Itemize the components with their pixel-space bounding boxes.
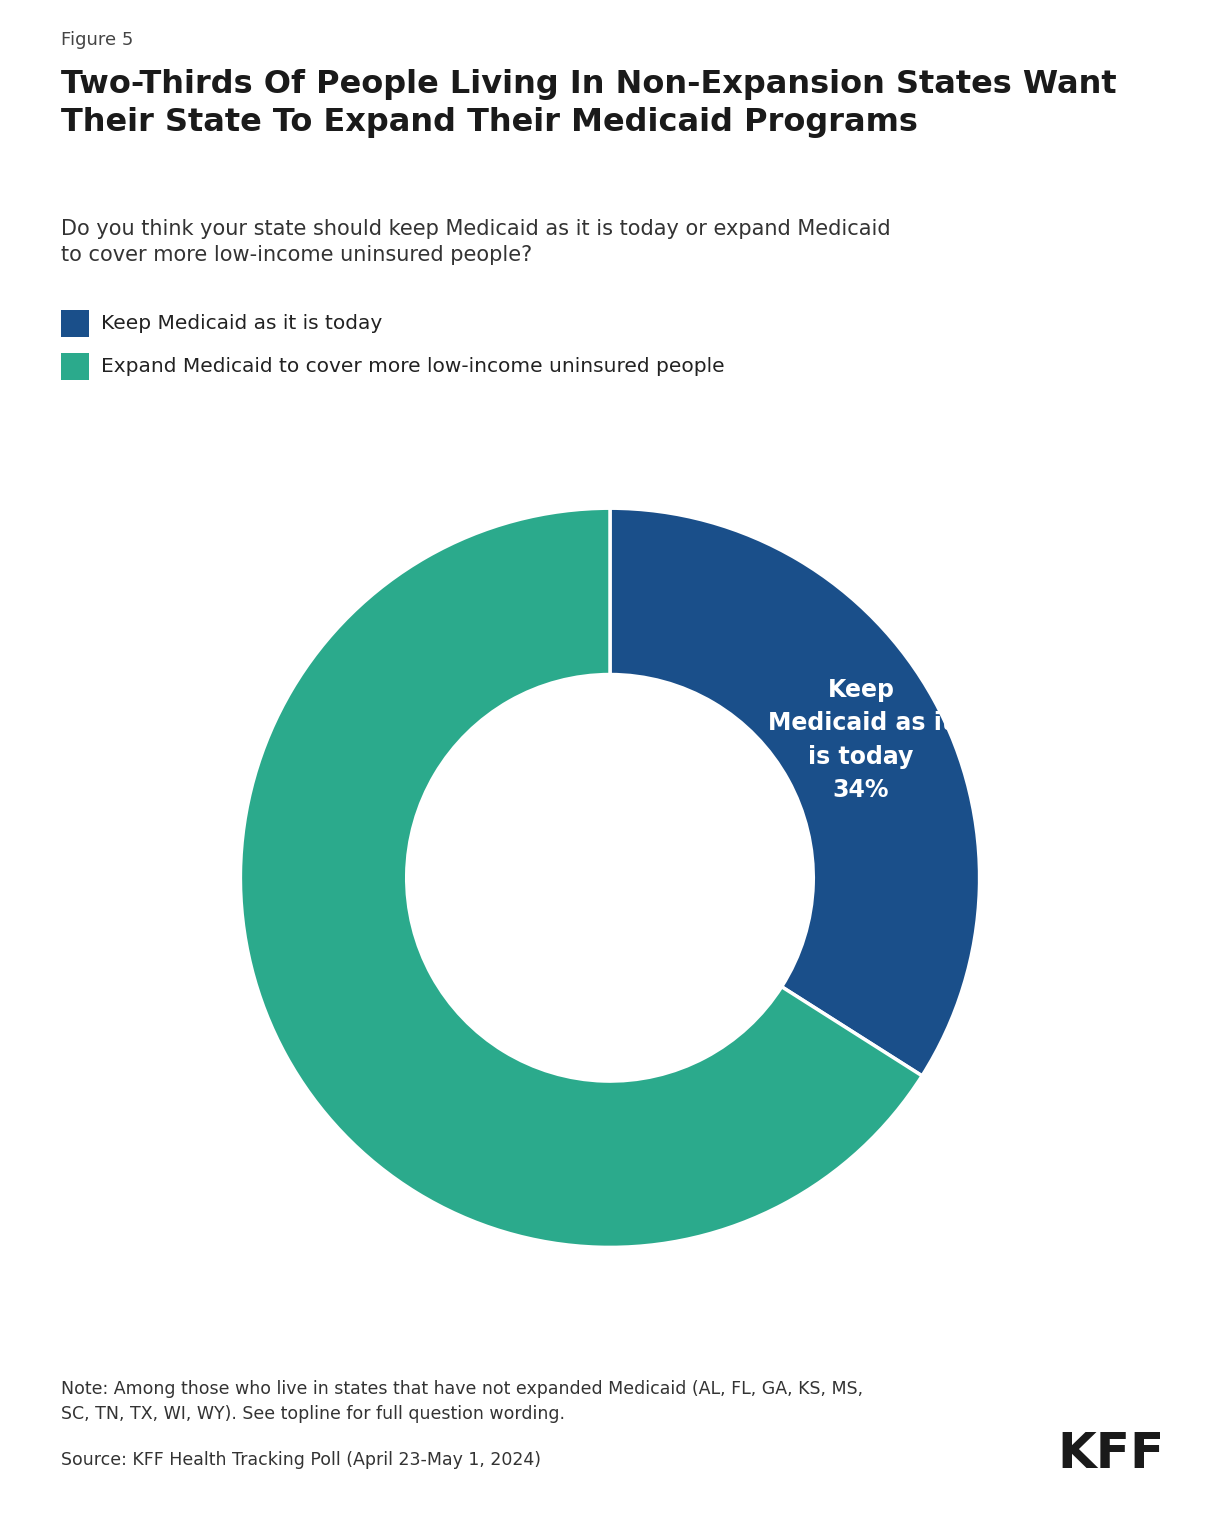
Text: Keep
Medicaid as it
is today
34%: Keep Medicaid as it is today 34% <box>769 678 954 802</box>
Text: KFF: KFF <box>1058 1431 1165 1478</box>
Wedge shape <box>610 508 980 1076</box>
Text: Keep Medicaid as it is today: Keep Medicaid as it is today <box>101 314 382 333</box>
Text: Two-Thirds Of People Living In Non-Expansion States Want
Their State To Expand T: Two-Thirds Of People Living In Non-Expan… <box>61 69 1116 139</box>
Text: Source: KFF Health Tracking Poll (April 23-May 1, 2024): Source: KFF Health Tracking Poll (April … <box>61 1451 540 1469</box>
Text: Do you think your state should keep Medicaid as it is today or expand Medicaid
t: Do you think your state should keep Medi… <box>61 219 891 265</box>
Text: Figure 5: Figure 5 <box>61 31 133 49</box>
Wedge shape <box>240 508 922 1247</box>
Text: Note: Among those who live in states that have not expanded Medicaid (AL, FL, GA: Note: Among those who live in states tha… <box>61 1380 863 1423</box>
Text: Expand Medicaid to cover more low-income uninsured people: Expand Medicaid to cover more low-income… <box>101 357 725 376</box>
